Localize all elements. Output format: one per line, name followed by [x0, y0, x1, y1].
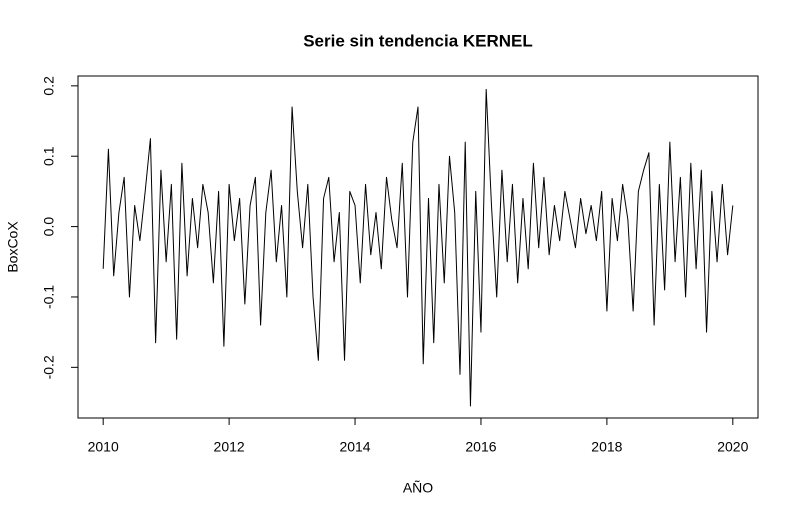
x-tick-label: 2014 [339, 439, 370, 455]
y-tick-label: 0.2 [41, 76, 57, 96]
x-axis-title: AÑO [403, 480, 433, 496]
x-tick-label: 2016 [465, 439, 496, 455]
y-tick-label: -0.2 [41, 355, 57, 379]
y-tick-label: 0.0 [41, 217, 57, 237]
x-tick-label: 2010 [88, 439, 119, 455]
chart-title: Serie sin tendencia KERNEL [303, 31, 533, 50]
series-line [102, 88, 734, 407]
x-tick-label: 2020 [717, 439, 748, 455]
y-axis-title: BoxCoX [5, 221, 21, 273]
x-tick-label: 2012 [214, 439, 245, 455]
y-tick-label: -0.1 [41, 285, 57, 309]
x-tick-label: 2018 [591, 439, 622, 455]
y-tick-label: 0.1 [41, 146, 57, 166]
